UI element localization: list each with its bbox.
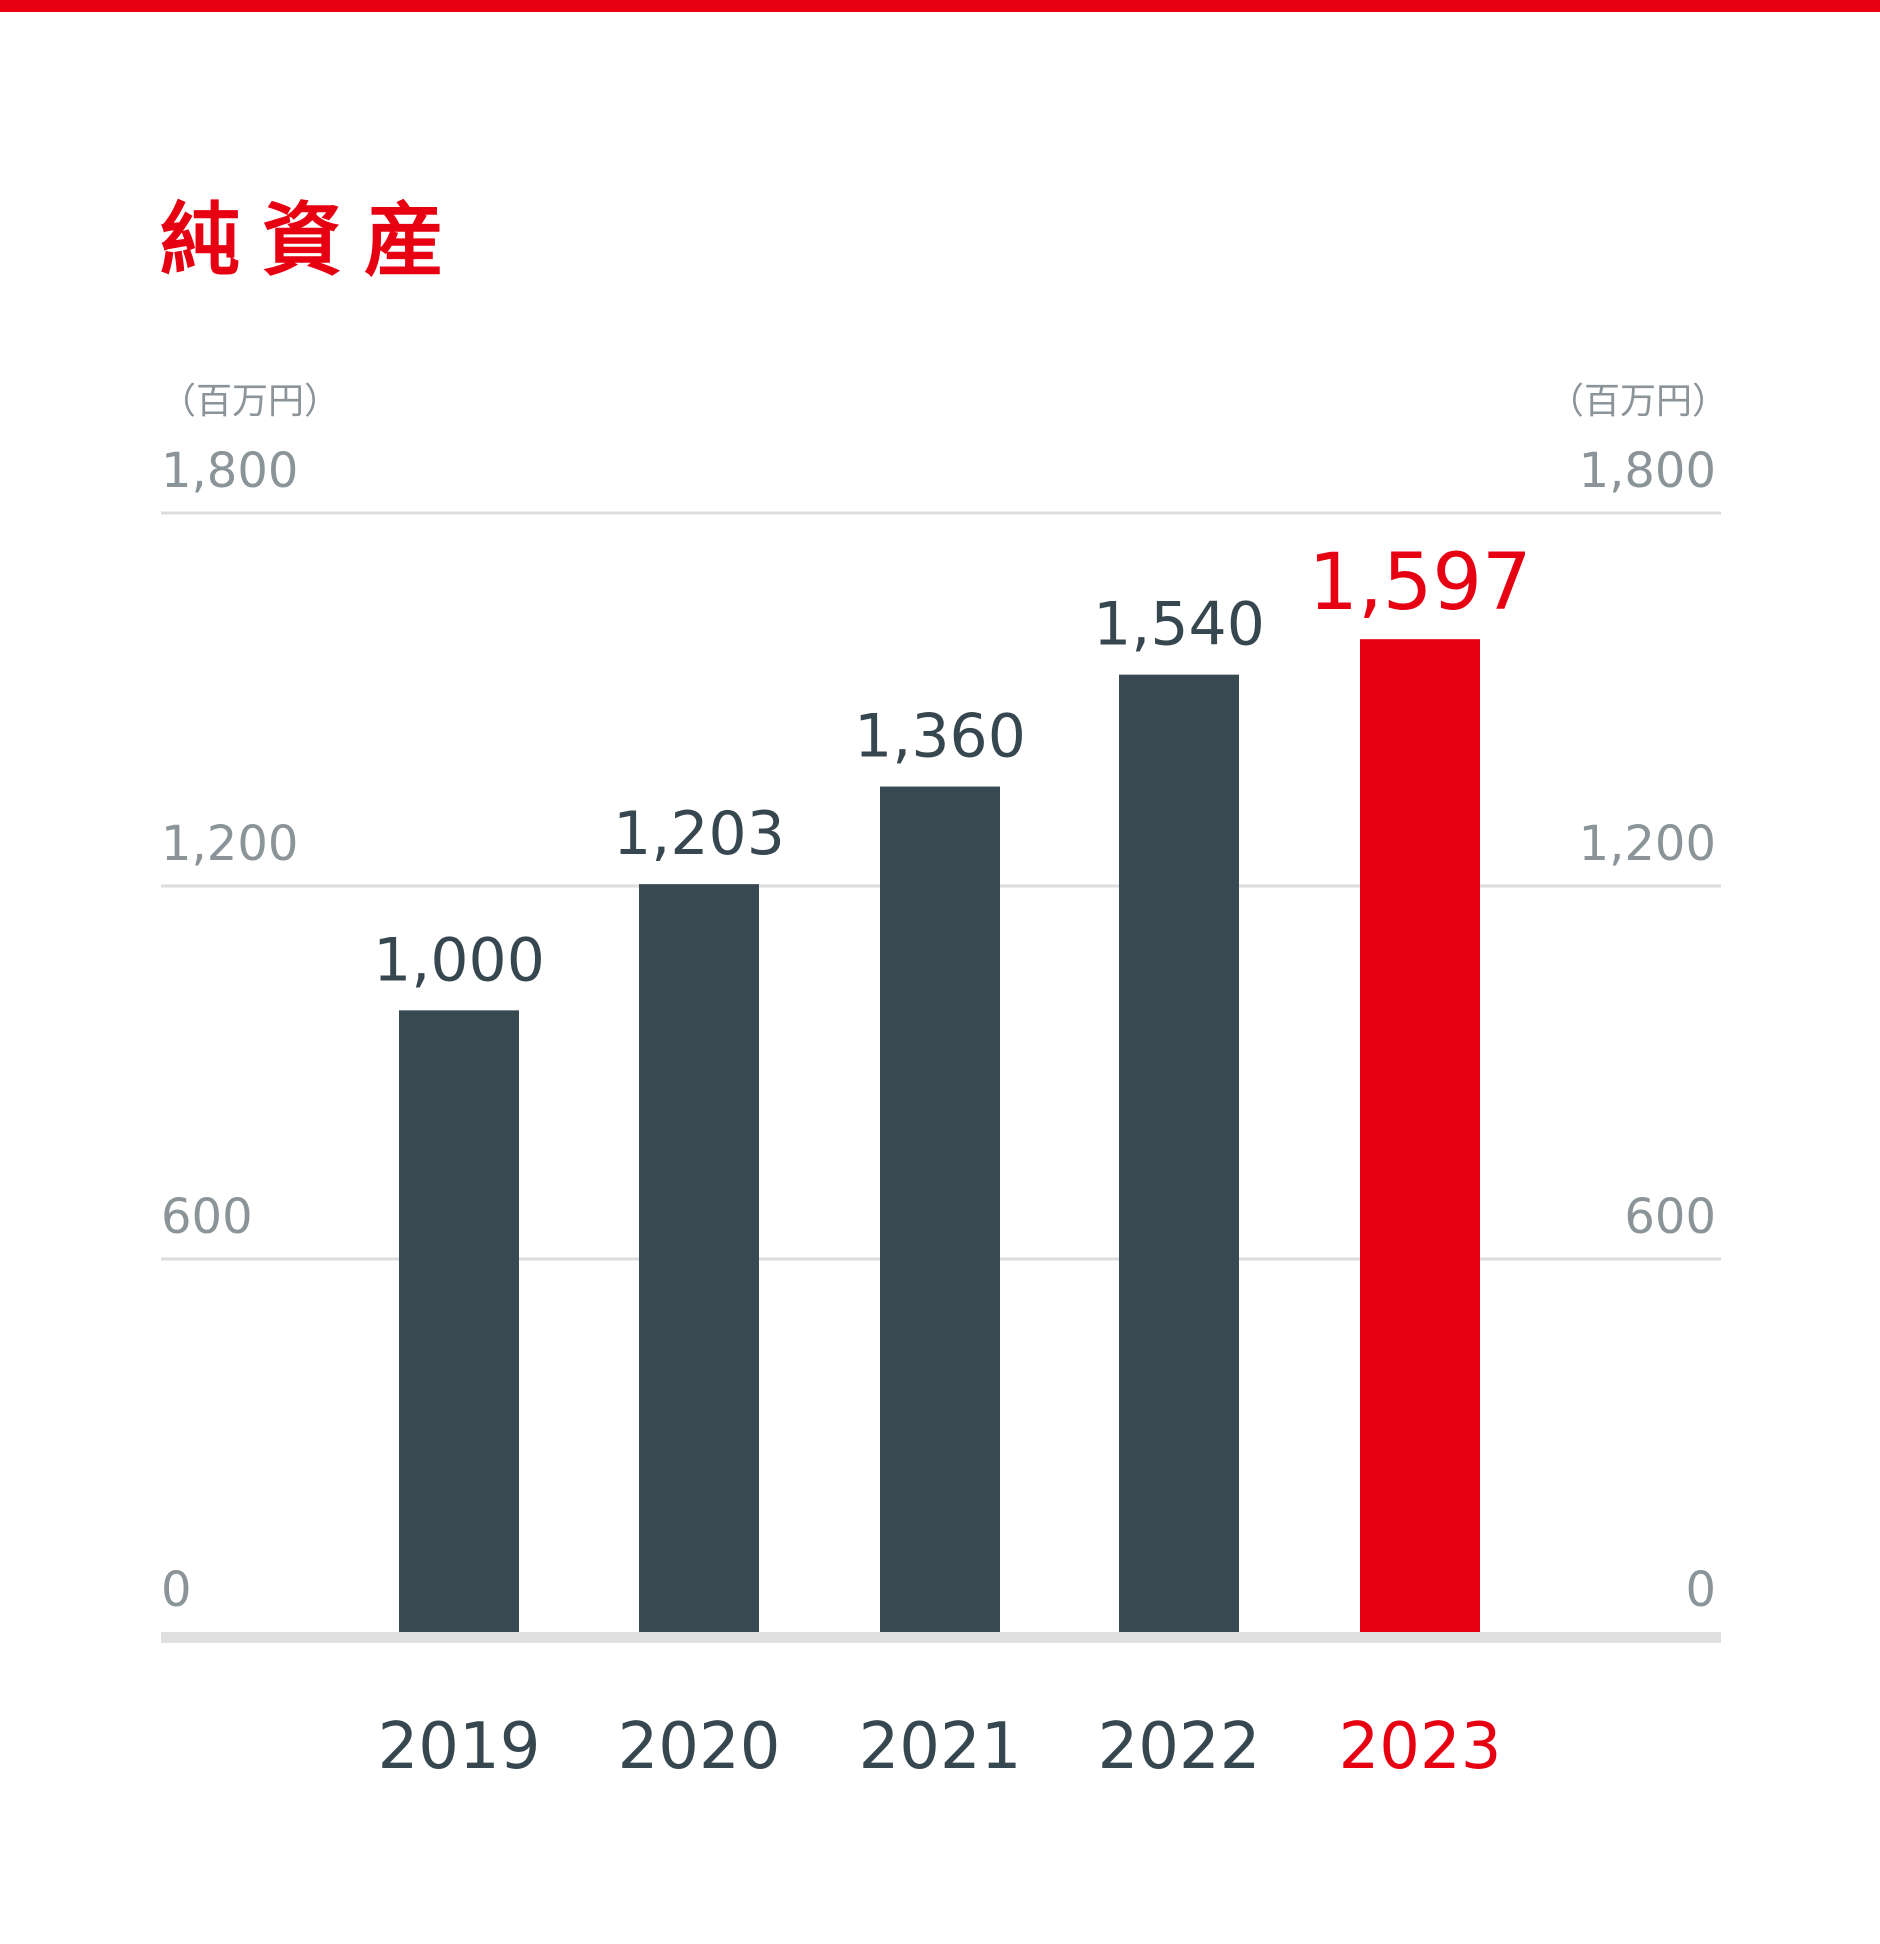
- y-tick-label-right: 1,200: [1579, 816, 1716, 872]
- bar-2022: [1119, 674, 1239, 1632]
- chart-title: 純資産: [160, 194, 466, 287]
- value-label-2021: 1,360: [854, 702, 1026, 772]
- bar-2019: [399, 1010, 519, 1632]
- value-label-2020: 1,203: [613, 799, 785, 869]
- bar-2020: [639, 884, 759, 1632]
- x-tick-label-2019: 2019: [378, 1710, 541, 1784]
- y-tick-label-left: 600: [161, 1189, 253, 1245]
- unit-label-left: （百万円）: [160, 381, 341, 422]
- x-tick-label-2022: 2022: [1098, 1710, 1261, 1784]
- value-label-2019: 1,000: [373, 925, 545, 995]
- y-tick-label-left: 1,200: [161, 816, 298, 872]
- value-label-2022: 1,540: [1093, 590, 1265, 660]
- unit-label-right: （百万円）: [1547, 381, 1728, 422]
- top-accent-bar: [0, 0, 1880, 12]
- x-tick-label-2020: 2020: [618, 1710, 781, 1784]
- x-tick-label-2023: 2023: [1339, 1710, 1502, 1784]
- bar-2023: [1360, 639, 1480, 1632]
- y-tick-label-right: 1,800: [1579, 443, 1716, 499]
- y-tick-label-right: 0: [1685, 1562, 1716, 1618]
- x-axis-baseline: [161, 1632, 1721, 1643]
- y-tick-label-left: 1,800: [161, 443, 298, 499]
- value-label-2023: 1,597: [1308, 538, 1531, 628]
- bar-2021: [880, 786, 1000, 1632]
- x-tick-label-2021: 2021: [859, 1710, 1022, 1784]
- y-tick-label-left: 0: [161, 1562, 192, 1618]
- y-tick-label-right: 600: [1624, 1189, 1716, 1245]
